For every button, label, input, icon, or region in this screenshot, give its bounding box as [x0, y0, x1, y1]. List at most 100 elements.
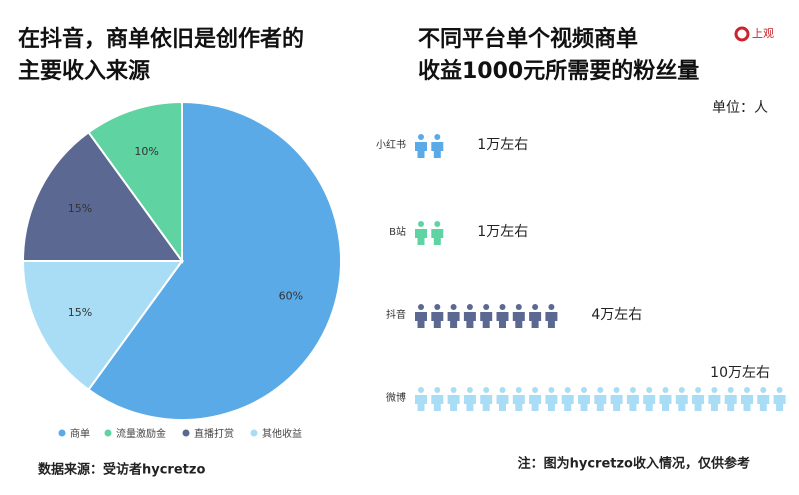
pie-slice: [21, 260, 184, 392]
person-body: [415, 229, 427, 245]
person-body: [431, 312, 444, 328]
person-body: [675, 395, 688, 411]
person-head: [418, 221, 424, 227]
value-label: 1万左右: [477, 224, 528, 240]
person-head: [662, 387, 669, 393]
person-head: [434, 134, 441, 140]
legend-swatch: [182, 429, 190, 437]
person-body: [431, 395, 444, 411]
pie-title-line: 主要收入来源: [18, 58, 150, 84]
person-body: [512, 312, 525, 328]
slice-label: 60%: [279, 289, 303, 302]
icon-group: [415, 221, 444, 245]
person-head: [532, 387, 539, 393]
logo-icon: [734, 26, 750, 42]
person-head: [418, 134, 424, 140]
person-head: [515, 304, 522, 310]
value-label: 1万左右: [477, 137, 528, 153]
person-head: [744, 387, 750, 393]
slice-label: 15%: [68, 202, 92, 215]
person-body: [561, 395, 574, 411]
person-head: [678, 387, 685, 393]
logo-text: 上观: [752, 27, 774, 40]
person-body: [626, 395, 639, 411]
person-body: [480, 312, 493, 328]
person-body: [659, 395, 672, 411]
slice-label: 15%: [68, 306, 92, 319]
person-body: [415, 142, 427, 158]
person-head: [466, 387, 473, 393]
person-head: [760, 387, 767, 393]
legend-swatch: [58, 429, 66, 437]
person-head: [597, 387, 604, 393]
row-label: 小红书: [376, 138, 406, 151]
person-body: [415, 312, 427, 328]
pictogram-title-line: 不同平台单个视频商单: [418, 26, 638, 52]
person-body: [610, 395, 623, 411]
person-body: [741, 395, 753, 411]
pie-title-line: 在抖音，商单依旧是创作者的: [18, 26, 304, 52]
legend-label: 流量激励金: [116, 427, 166, 440]
person-body: [692, 395, 705, 411]
person-head: [450, 304, 457, 310]
person-body: [463, 312, 476, 328]
person-body: [447, 395, 460, 411]
slice-label: 10%: [134, 145, 158, 158]
person-head: [548, 387, 555, 393]
source: 数据来源：受访者hycretzo: [38, 462, 205, 478]
row-label: B站: [389, 225, 406, 238]
person-body: [496, 312, 509, 328]
person-body: [757, 395, 770, 411]
person-body: [496, 395, 509, 411]
person-head: [450, 387, 457, 393]
person-body: [708, 395, 721, 411]
person-head: [711, 387, 718, 393]
person-head: [646, 387, 653, 393]
person-head: [532, 304, 539, 310]
person-head: [418, 304, 424, 310]
person-body: [578, 395, 590, 411]
person-body: [545, 395, 558, 411]
person-head: [466, 304, 473, 310]
person-body: [431, 229, 444, 245]
person-body: [512, 395, 525, 411]
person-head: [548, 304, 555, 310]
person-head: [483, 387, 490, 393]
legend-label: 直播打赏: [194, 427, 234, 440]
legend-swatch: [250, 429, 258, 437]
value-label: 10万左右: [710, 365, 770, 381]
person-head: [418, 387, 424, 393]
person-head: [515, 387, 522, 393]
person-body: [415, 395, 427, 411]
note: 注：图为hycretzo收入情况，仅供参考: [518, 456, 750, 472]
icon-group: [415, 304, 558, 328]
person-head: [483, 304, 490, 310]
person-head: [434, 221, 441, 227]
person-head: [434, 387, 441, 393]
person-head: [499, 304, 506, 310]
person-body: [529, 395, 542, 411]
person-head: [776, 387, 783, 393]
person-head: [581, 387, 587, 393]
value-label: 4万左右: [591, 307, 642, 323]
person-body: [724, 395, 737, 411]
unit-label: 单位：人: [712, 100, 768, 116]
person-head: [564, 387, 571, 393]
person-head: [727, 387, 734, 393]
person-body: [463, 395, 476, 411]
legend-label: 其他收益: [262, 427, 302, 440]
person-head: [499, 387, 506, 393]
person-head: [629, 387, 636, 393]
person-head: [434, 304, 441, 310]
person-body: [773, 395, 786, 411]
person-head: [613, 387, 620, 393]
person-body: [529, 312, 542, 328]
person-body: [545, 312, 558, 328]
person-body: [643, 395, 656, 411]
icon-group: [415, 134, 444, 158]
row-label: 抖音: [386, 308, 406, 321]
pie-slice: [87, 100, 183, 265]
person-body: [594, 395, 607, 411]
